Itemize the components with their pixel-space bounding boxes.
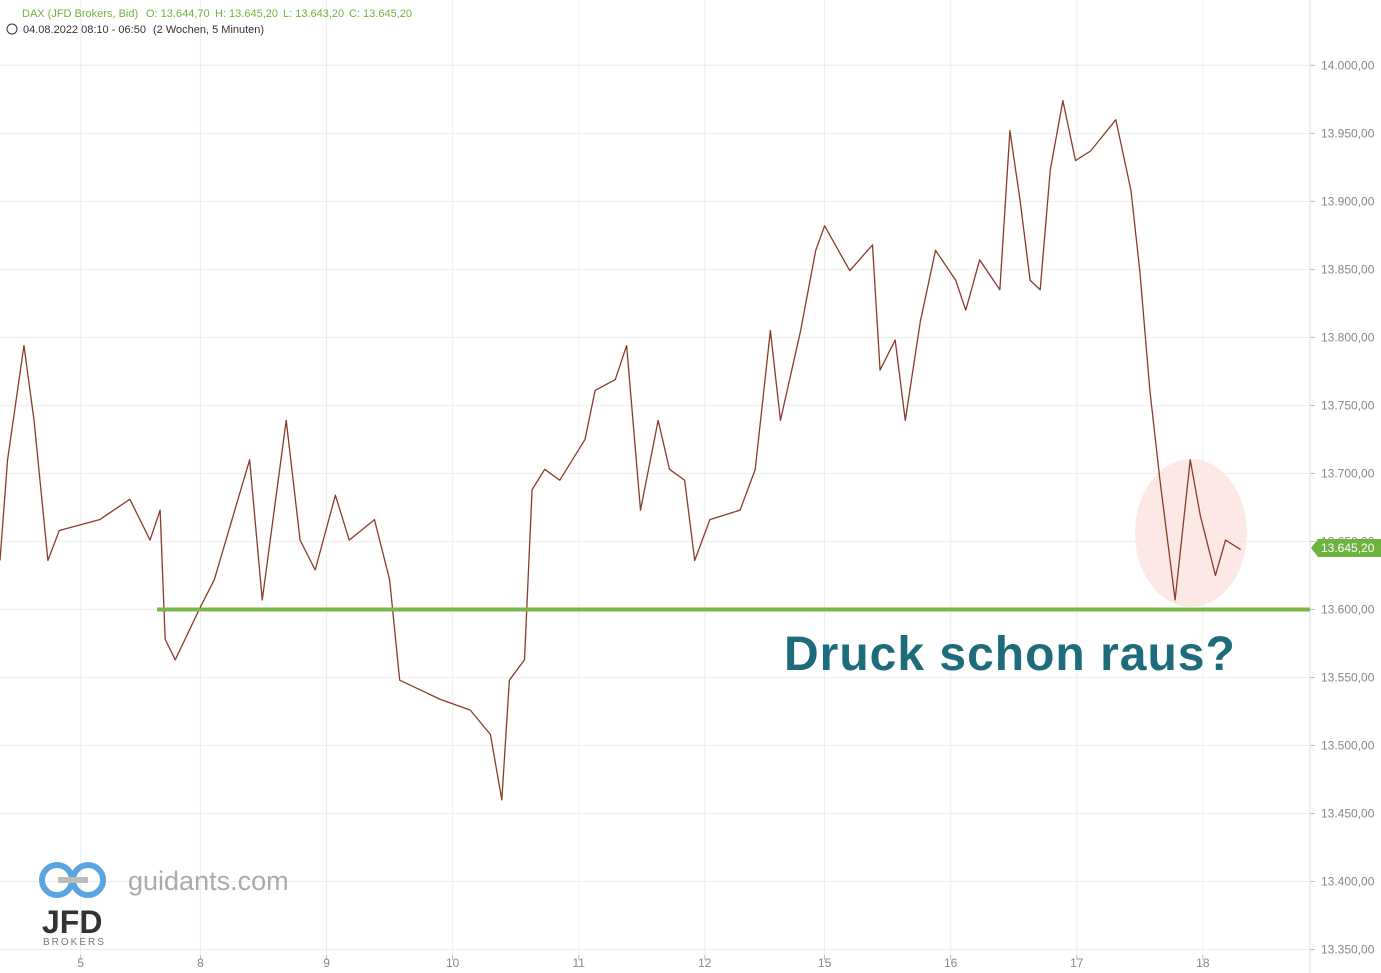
x-tick-label: 15 <box>818 956 832 970</box>
price-line <box>0 100 1241 801</box>
plot <box>0 100 1310 801</box>
x-tick-label: 16 <box>944 956 958 970</box>
last-price-tag <box>1311 538 1381 557</box>
y-tick-label: 13.900,00 <box>1321 194 1375 208</box>
y-tick-label: 13.550,00 <box>1321 670 1375 684</box>
x-tick-label: 18 <box>1196 956 1210 970</box>
header-range: 04.08.2022 08:10 - 06:50 <box>23 24 146 36</box>
header-high: H: 13.645,20 <box>215 8 278 20</box>
y-tick-label: 13.500,00 <box>1321 738 1375 752</box>
y-tick-label: 13.800,00 <box>1321 330 1375 344</box>
annotation: Druck schon raus? <box>784 628 1236 681</box>
y-tick-label: 13.450,00 <box>1321 807 1375 821</box>
brand-logo: JFD <box>42 904 102 940</box>
header-symbol: DAX (JFD Brokers, Bid) <box>22 8 138 20</box>
y-tick-label: 13.700,00 <box>1321 466 1375 480</box>
header-low: L: 13.643,20 <box>283 8 344 20</box>
y-tick-label: 13.750,00 <box>1321 398 1375 412</box>
x-tick-label: 10 <box>446 956 460 970</box>
highlight <box>1135 459 1247 607</box>
header-period: (2 Wochen, 5 Minuten) <box>153 24 264 36</box>
brand-site: guidants.com <box>128 866 289 896</box>
y-tick-label: 13.600,00 <box>1321 602 1375 616</box>
grid <box>0 0 1315 960</box>
y-tick-label: 14.000,00 <box>1321 58 1375 72</box>
last-price-label: 13.645,20 <box>1321 541 1375 555</box>
y-tick-label: 13.850,00 <box>1321 262 1375 276</box>
x-tick-label: 17 <box>1070 956 1084 970</box>
y-tick-label: 13.950,00 <box>1321 126 1375 140</box>
y-tick-label: 13.350,00 <box>1321 943 1375 957</box>
logo-bar <box>58 877 88 883</box>
logo <box>39 862 106 898</box>
x-tick-label: 12 <box>698 956 712 970</box>
brand-logo-sub: BROKERS <box>43 937 106 948</box>
header-close: C: 13.645,20 <box>349 8 412 20</box>
x-tick-label: 8 <box>197 956 204 970</box>
x-tick-label: 9 <box>323 956 330 970</box>
x-tick-label: 5 <box>77 956 84 970</box>
y-tick-label: 13.400,00 <box>1321 875 1375 889</box>
x-tick-label: 11 <box>572 956 585 970</box>
header-open: O: 13.644,70 <box>146 8 210 20</box>
clock-icon <box>6 23 18 35</box>
